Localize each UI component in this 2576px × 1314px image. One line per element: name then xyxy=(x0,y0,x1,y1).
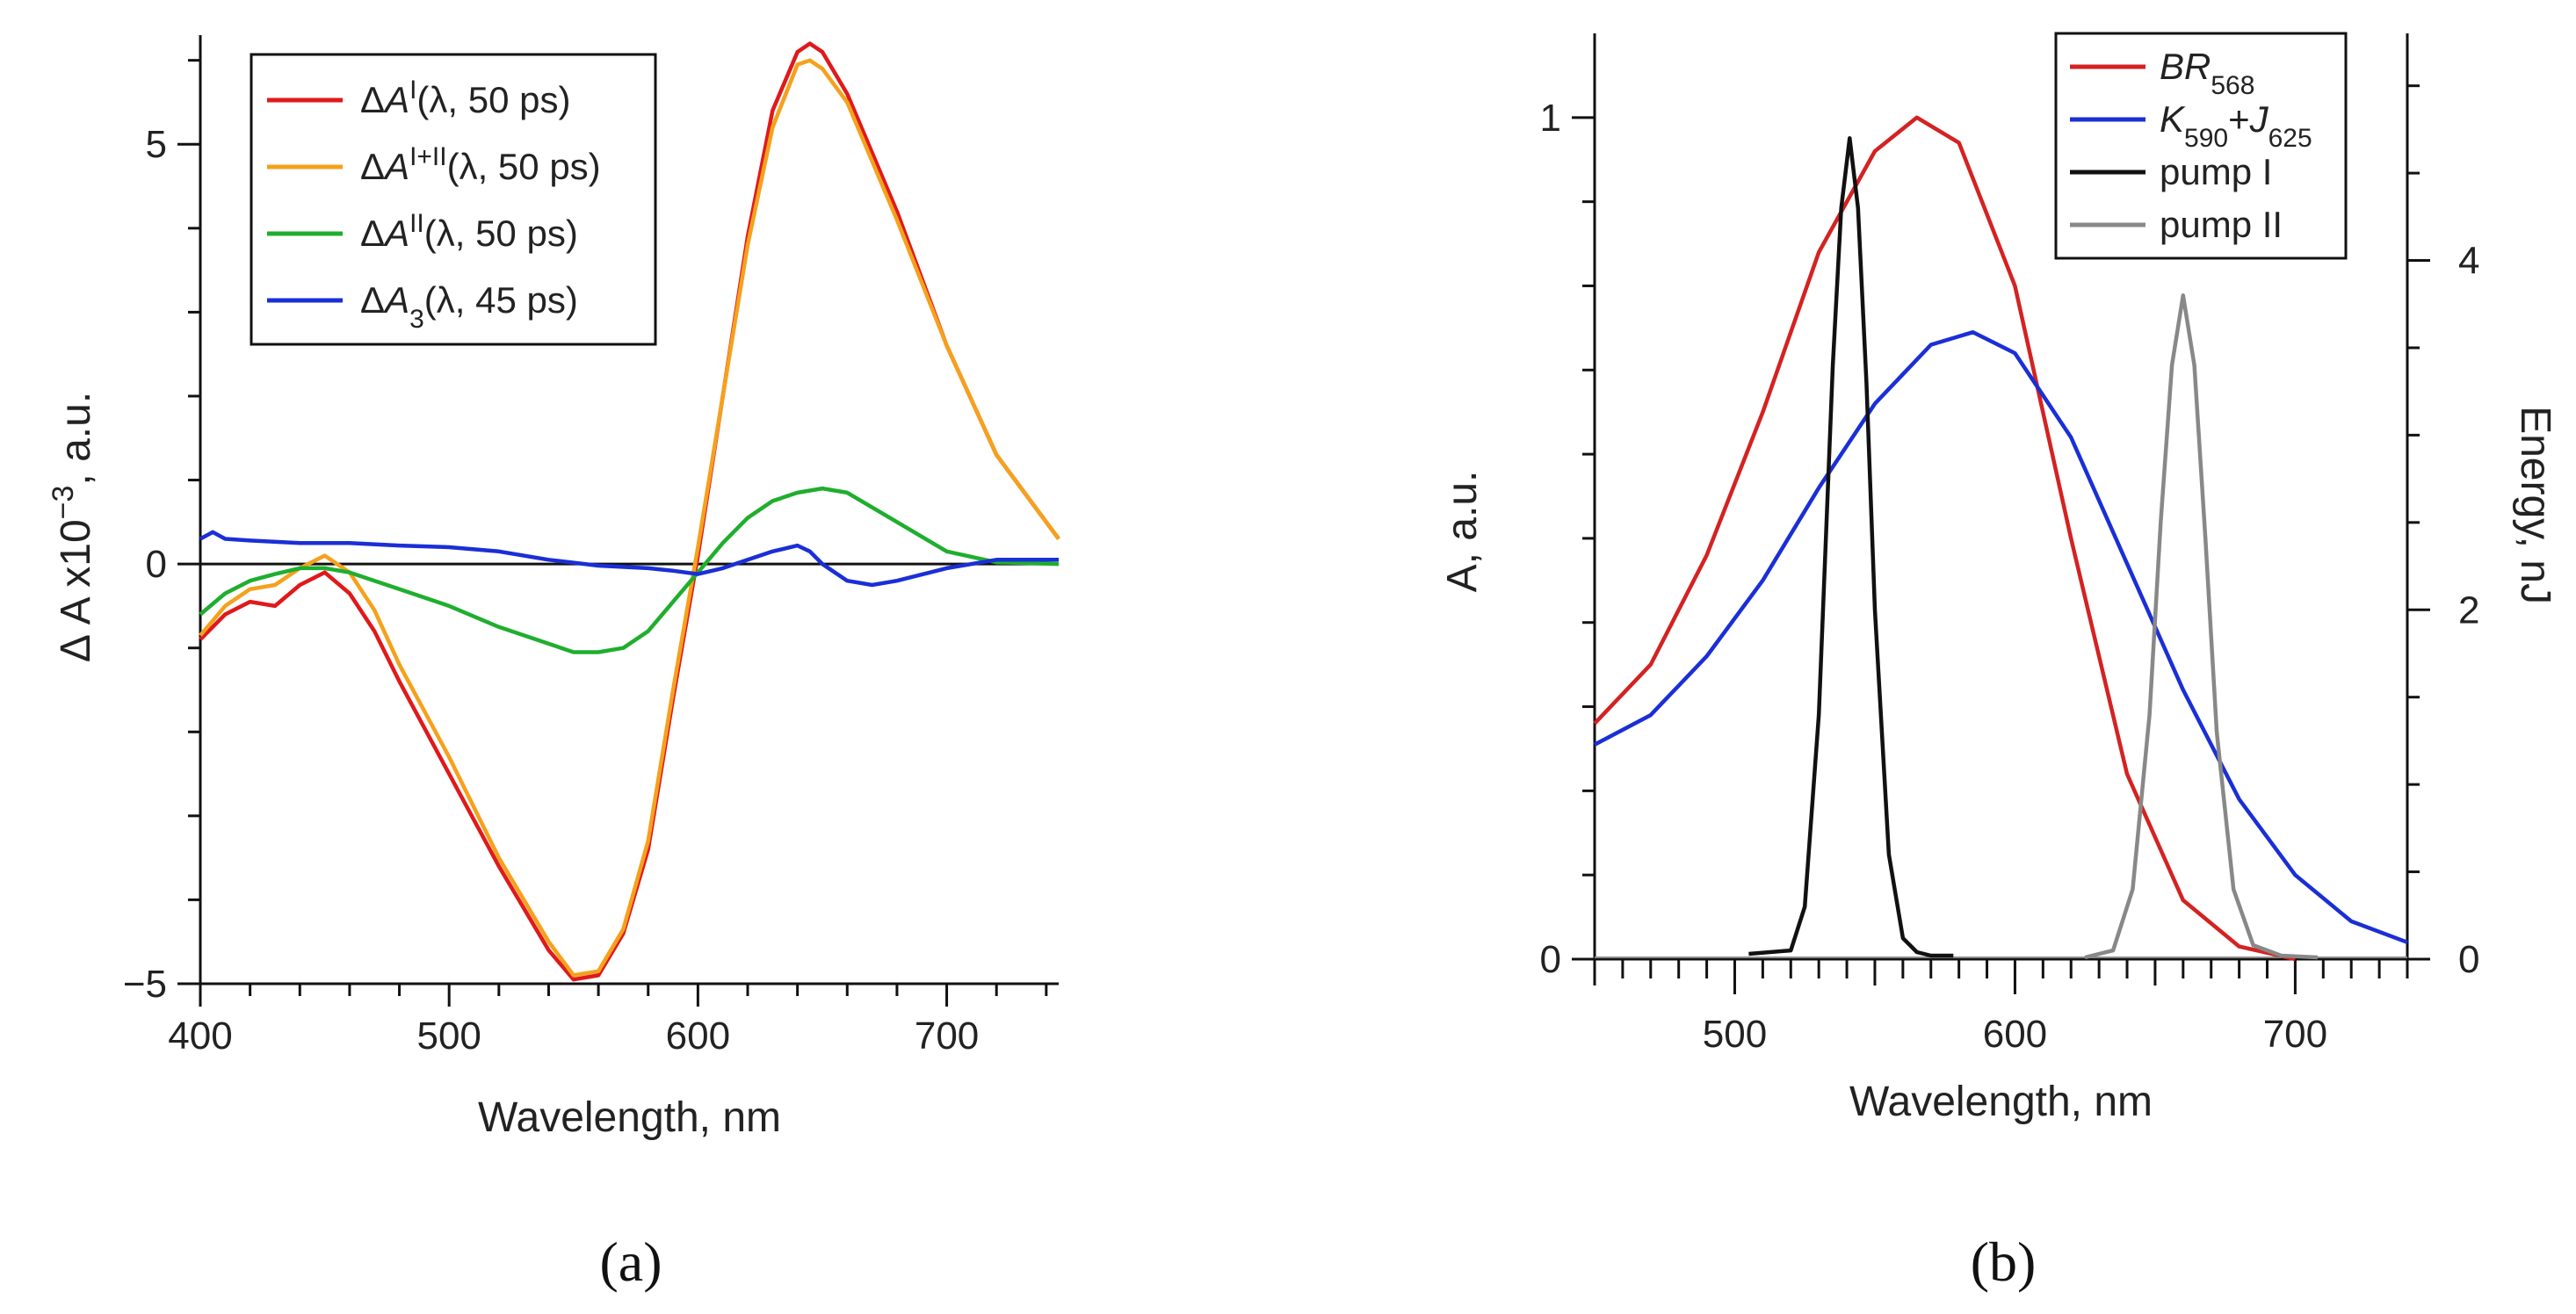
chart-b: 500 600 700 0 1 0 2 4 Wavelength, nm A, a.u. Energ… xyxy=(1439,32,2558,1293)
chart-a: 400 500 600 700 −5 0 5 Wavelength, nm Δ A x10−3,… xyxy=(47,35,1060,1293)
chart-a-x-tick-label: 500 xyxy=(416,1014,481,1058)
chart-a-series-line-1 xyxy=(199,41,1060,982)
chart-b-legend-label-4: pump II xyxy=(2160,204,2283,245)
chart-b-x-tick-label: 500 xyxy=(1703,1013,1767,1056)
chart-a-series-line-3 xyxy=(199,486,1060,654)
chart-a-series-line-2 xyxy=(199,58,1060,978)
chart-b-y2-tick-label: 4 xyxy=(2458,240,2479,283)
chart-b-series-line-2 xyxy=(1593,329,2408,944)
chart-b-y-tick-label: 0 xyxy=(1540,938,1561,981)
chart-a-legend-label-4: ΔA3(λ, 45 ps) xyxy=(360,279,578,334)
chart-a-legend-label-3: ΔAII(λ, 50 ps) xyxy=(360,209,578,255)
chart-b-y2-tick-label: 0 xyxy=(2458,938,2479,981)
chart-b-y-tick-label: 1 xyxy=(1540,97,1561,140)
chart-b-x-axis-title: Wavelength, nm xyxy=(1849,1079,2153,1125)
chart-b-legend-label-1: BR568 xyxy=(2160,46,2254,100)
chart-b-x-tick-label: 600 xyxy=(1983,1013,2047,1056)
chart-a-y-tick-label: 0 xyxy=(146,543,167,586)
chart-a-legend-label-1: ΔAI(λ, 50 ps) xyxy=(360,76,570,121)
chart-b-series-line-3 xyxy=(1748,136,1954,958)
chart-a-y-axis-title: Δ A x10−3, a.u. xyxy=(47,392,99,662)
chart-b-panel-label: (b) xyxy=(1971,1231,2037,1293)
chart-b-series-line-4 xyxy=(2084,293,2319,960)
chart-b-series-line-1 xyxy=(1593,115,2296,962)
chart-b-y2-axis-title: Energy, nJ xyxy=(2512,406,2558,604)
chart-a-legend-label-2: ΔAI+II(λ, 50 ps) xyxy=(360,142,601,188)
chart-a-y-tick-label: −5 xyxy=(123,963,167,1006)
chart-b-y2-tick-label: 2 xyxy=(2458,588,2479,632)
chart-a-x-axis-title: Wavelength, nm xyxy=(478,1094,781,1141)
chart-a-series-line-4 xyxy=(199,530,1059,588)
chart-b-legend xyxy=(2054,32,2348,260)
chart-a-x-tick-label: 400 xyxy=(168,1014,232,1058)
chart-a-x-tick-label: 700 xyxy=(915,1014,979,1058)
chart-a-x-tick-label: 600 xyxy=(666,1014,730,1058)
chart-b-legend-label-2: K590+J625 xyxy=(2160,98,2312,153)
chart-b-y-axis-title: A, a.u. xyxy=(1439,471,1486,593)
chart-b-legend-label-3: pump I xyxy=(2160,151,2272,192)
chart-a-legend xyxy=(250,53,657,346)
chart-b-x-tick-label: 700 xyxy=(2263,1013,2327,1056)
chart-a-y-tick-label: 5 xyxy=(146,123,167,166)
chart-a-panel-label: (a) xyxy=(599,1231,662,1293)
